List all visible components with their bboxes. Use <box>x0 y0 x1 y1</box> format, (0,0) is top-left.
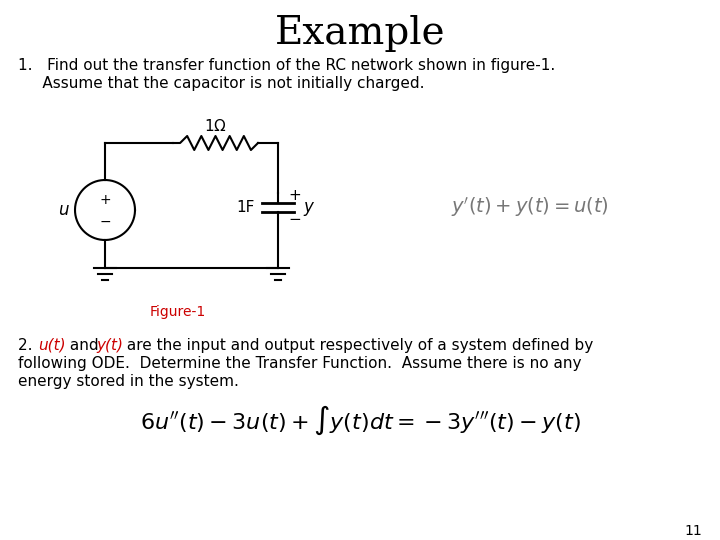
Text: y(t): y(t) <box>96 338 123 353</box>
Text: y: y <box>303 198 313 216</box>
Text: −: − <box>289 213 302 227</box>
Text: 11: 11 <box>684 524 702 538</box>
Text: u: u <box>58 201 68 219</box>
Text: Figure-1: Figure-1 <box>150 305 206 319</box>
Text: $6u''(t) - 3u(t) + \int y(t)dt = -3y'''(t) - y(t)$: $6u''(t) - 3u(t) + \int y(t)dt = -3y'''(… <box>140 403 580 437</box>
Text: $1\Omega$: $1\Omega$ <box>204 118 226 134</box>
Text: 1F: 1F <box>237 199 255 214</box>
Text: and: and <box>65 338 104 353</box>
Text: Example: Example <box>275 15 445 52</box>
Text: 2.: 2. <box>18 338 37 353</box>
Text: $y'(t) + y(t) = u(t)$: $y'(t) + y(t) = u(t)$ <box>451 195 609 219</box>
Text: u(t): u(t) <box>38 338 66 353</box>
Text: +: + <box>99 193 111 207</box>
Text: following ODE.  Determine the Transfer Function.  Assume there is no any: following ODE. Determine the Transfer Fu… <box>18 356 582 371</box>
Text: Assume that the capacitor is not initially charged.: Assume that the capacitor is not initial… <box>18 76 425 91</box>
Text: energy stored in the system.: energy stored in the system. <box>18 374 239 389</box>
Text: +: + <box>289 188 302 204</box>
Text: −: − <box>99 215 111 229</box>
Text: 1.   Find out the transfer function of the RC network shown in figure-1.: 1. Find out the transfer function of the… <box>18 58 555 73</box>
Text: are the input and output respectively of a system defined by: are the input and output respectively of… <box>122 338 593 353</box>
